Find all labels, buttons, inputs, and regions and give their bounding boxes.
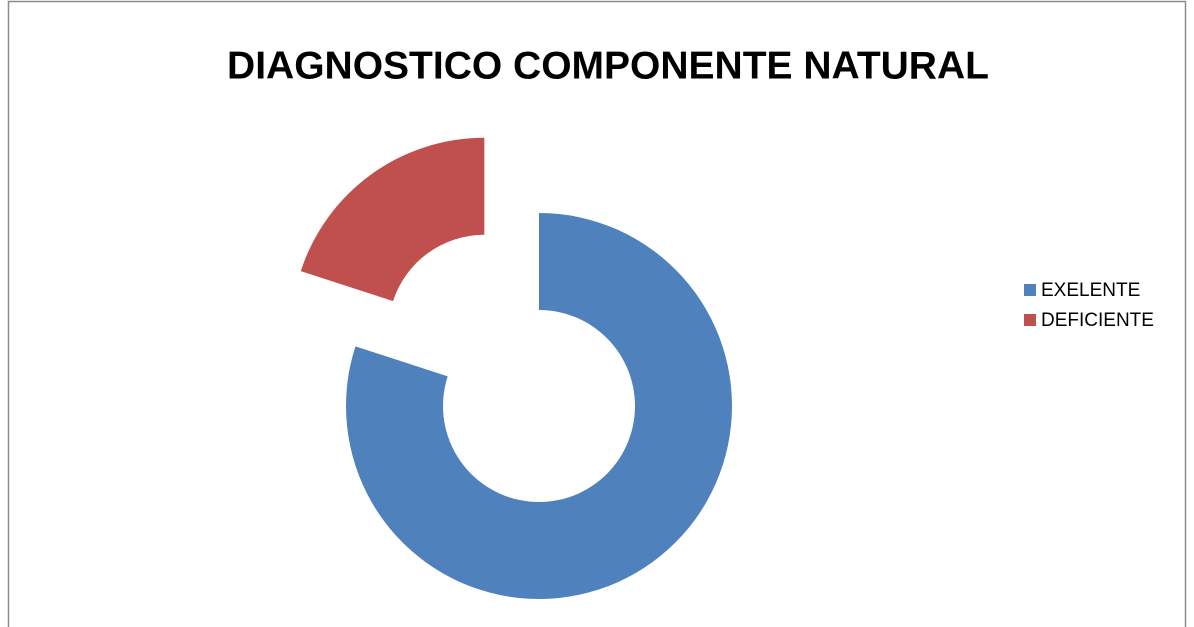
legend-swatch [1024, 314, 1036, 326]
legend-label: EXELENTE [1041, 280, 1140, 301]
legend-label: DEFICIENTE [1041, 310, 1154, 331]
legend-swatch [1024, 284, 1036, 296]
chart-title: DIAGNOSTICO COMPONENTE NATURAL [227, 44, 989, 87]
slice [345, 213, 732, 599]
slice [300, 137, 485, 302]
